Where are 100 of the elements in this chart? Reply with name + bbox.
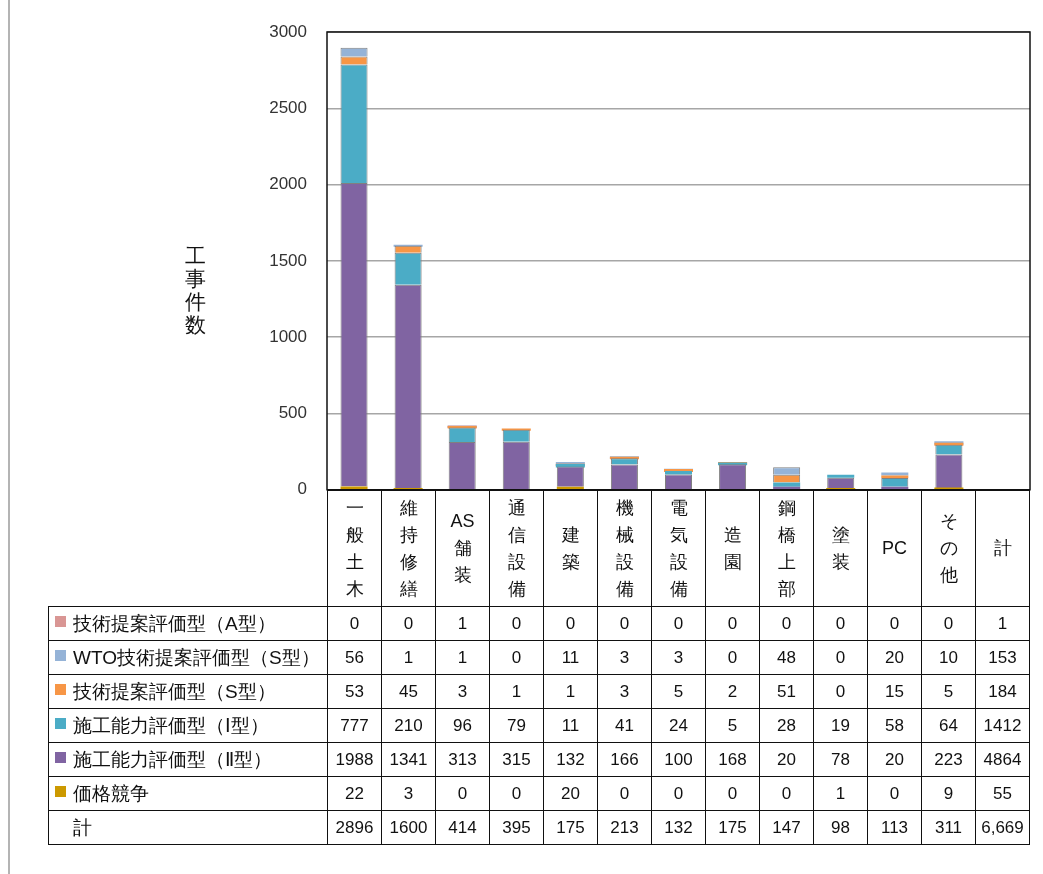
data-label: 0 xyxy=(813,674,868,709)
x-tick-label: 一般土木 xyxy=(344,496,365,601)
data-label: 11 xyxy=(543,640,598,675)
data-label: 0 xyxy=(867,776,922,811)
data-label: 1 xyxy=(435,640,490,675)
data-label: 51 xyxy=(759,674,814,709)
data-label: 0 xyxy=(705,640,760,675)
data-label: 1341 xyxy=(381,742,436,777)
x-tick-label: 電気設備 xyxy=(668,496,689,601)
data-label: 45 xyxy=(381,674,436,709)
text: 311 xyxy=(921,810,976,845)
data-label: 1988 xyxy=(327,742,382,777)
legend-label: 価格競争 xyxy=(73,782,149,804)
text: 4864 xyxy=(983,749,1022,769)
data-label: 19 xyxy=(813,708,868,743)
y-tick-label: 3000 xyxy=(269,21,307,41)
x-tick-label: 鋼橋上部 xyxy=(776,496,797,601)
data-label: 0 xyxy=(489,776,544,811)
x-tick-label: AS舗装 xyxy=(449,510,476,587)
data-label: 3 xyxy=(651,640,706,675)
text: 98 xyxy=(813,810,868,845)
data-label: 1 xyxy=(543,674,598,709)
x-tick-label: その他 xyxy=(938,510,959,587)
text: 2896 xyxy=(327,810,382,845)
x-tick-label: 通信設備 xyxy=(506,496,527,601)
data-label: 64 xyxy=(921,708,976,743)
data-label: 9 xyxy=(921,776,976,811)
data-label: 5 xyxy=(651,674,706,709)
data-label: 56 xyxy=(327,640,382,675)
data-label: 0 xyxy=(921,606,976,641)
text: 1 xyxy=(997,613,1008,633)
legend-label: WTO技術提案評価型（S型） xyxy=(73,646,320,668)
x-tick-label: 計 xyxy=(992,537,1013,560)
data-label: 24 xyxy=(651,708,706,743)
data-label: 20 xyxy=(867,640,922,675)
data-label: 5 xyxy=(921,674,976,709)
text: 55 xyxy=(993,783,1012,803)
data-label: 53 xyxy=(327,674,382,709)
data-label: 20 xyxy=(759,742,814,777)
data-label: 20 xyxy=(543,776,598,811)
data-label: 2 xyxy=(705,674,760,709)
data-label: 0 xyxy=(705,606,760,641)
data-label: 100 xyxy=(651,742,706,777)
x-tick-label: 機械設備 xyxy=(614,496,635,601)
data-label: 777 xyxy=(327,708,382,743)
x-tick-label: 塗装 xyxy=(830,523,851,574)
legend-label: 施工能力評価型（Ⅱ型） xyxy=(73,748,273,770)
y-tick-label: 2500 xyxy=(269,97,307,117)
data-label: 41 xyxy=(597,708,652,743)
data-label: 223 xyxy=(921,742,976,777)
data-label: 0 xyxy=(597,606,652,641)
data-label: 58 xyxy=(867,708,922,743)
data-label: 315 xyxy=(489,742,544,777)
y-tick-label: 1000 xyxy=(269,326,307,346)
y-axis-title: 工事件数 xyxy=(183,244,207,336)
data-label: 1 xyxy=(381,640,436,675)
data-label: 0 xyxy=(759,776,814,811)
data-label: 0 xyxy=(867,606,922,641)
data-label: 0 xyxy=(489,640,544,675)
text: 1600 xyxy=(381,810,436,845)
data-label: 78 xyxy=(813,742,868,777)
y-tick-label: 0 xyxy=(297,479,307,499)
data-label: 79 xyxy=(489,708,544,743)
x-tick-label: 造園 xyxy=(722,523,743,574)
data-label: 0 xyxy=(759,606,814,641)
text: 395 xyxy=(489,810,544,845)
data-label: 1 xyxy=(813,776,868,811)
data-label: 96 xyxy=(435,708,490,743)
data-label: 0 xyxy=(651,776,706,811)
data-label: 22 xyxy=(327,776,382,811)
data-label: 3 xyxy=(381,776,436,811)
data-label: 10 xyxy=(921,640,976,675)
data-label: 0 xyxy=(381,606,436,641)
data-label: 0 xyxy=(435,776,490,811)
data-label: 0 xyxy=(597,776,652,811)
data-label: 48 xyxy=(759,640,814,675)
data-label: 3 xyxy=(597,674,652,709)
data-label: 0 xyxy=(651,606,706,641)
data-label: 3 xyxy=(597,640,652,675)
data-label: 1 xyxy=(489,674,544,709)
x-tick-label: 維持修繕 xyxy=(398,496,419,601)
data-label: 5 xyxy=(705,708,760,743)
text: 175 xyxy=(705,810,760,845)
legend-label: 施工能力評価型（Ⅰ型） xyxy=(73,714,269,736)
text: 147 xyxy=(759,810,814,845)
text: 213 xyxy=(597,810,652,845)
data-label: 0 xyxy=(543,606,598,641)
data-label: 15 xyxy=(867,674,922,709)
data-label: 3 xyxy=(435,674,490,709)
text: 184 xyxy=(988,681,1017,701)
data-label: 20 xyxy=(867,742,922,777)
text: 414 xyxy=(435,810,490,845)
text: 1412 xyxy=(983,715,1022,735)
x-tick-label: PC xyxy=(881,537,908,560)
legend-label: 技術提案評価型（A型） xyxy=(73,612,276,634)
data-label: 168 xyxy=(705,742,760,777)
text: 113 xyxy=(867,810,922,845)
text: 132 xyxy=(651,810,706,845)
data-label: 313 xyxy=(435,742,490,777)
data-label: 11 xyxy=(543,708,598,743)
